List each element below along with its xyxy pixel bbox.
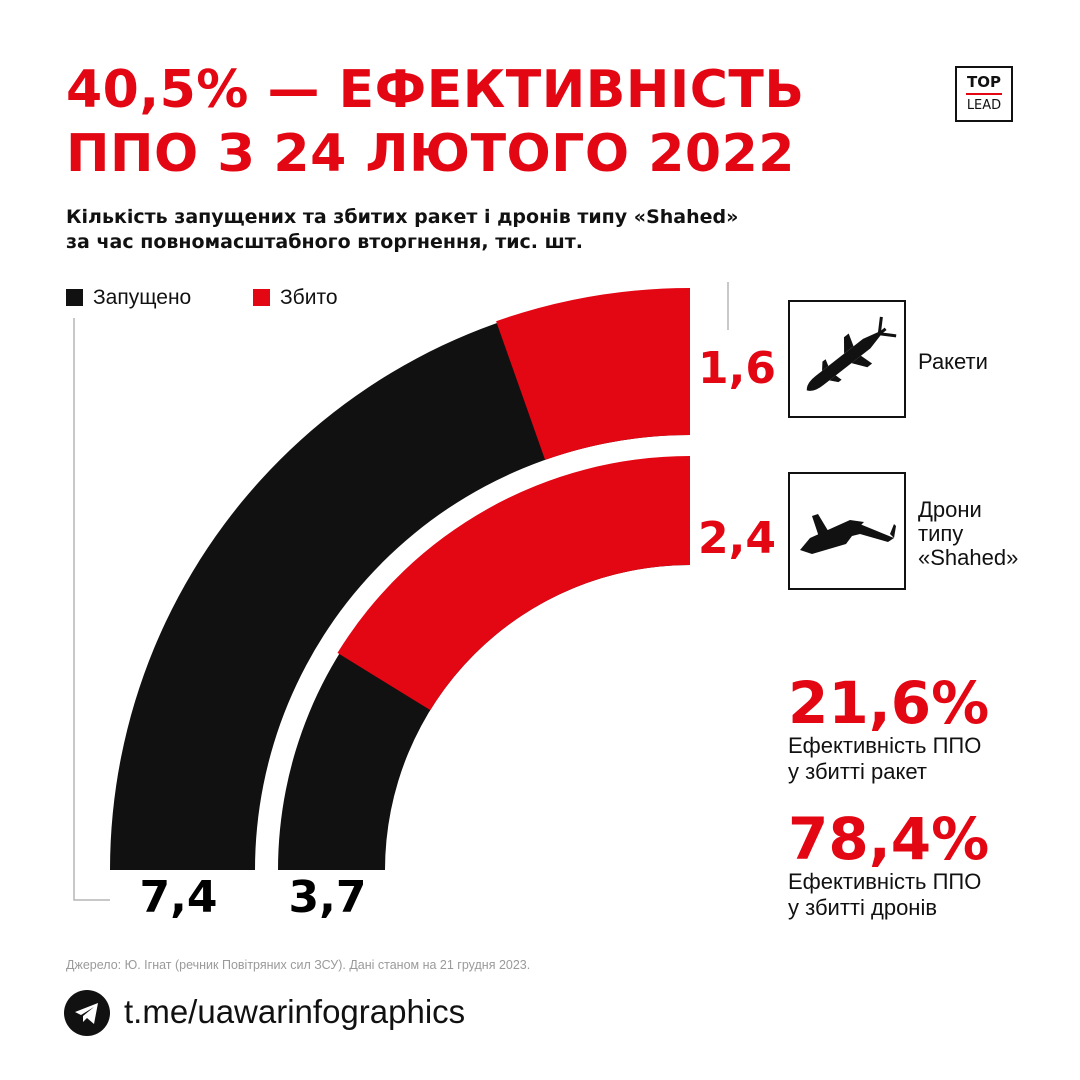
drone-efficiency-line-2: у збитті дронів bbox=[788, 895, 938, 920]
drone-efficiency-line-1: Ефективність ППО bbox=[788, 869, 982, 894]
telegram-link[interactable]: t.me/uawarinfographics bbox=[124, 993, 466, 1030]
legend-swatch-shot-down bbox=[253, 289, 270, 306]
logo-top: TOP bbox=[967, 73, 1001, 91]
leader-lines bbox=[73, 282, 729, 901]
missile-icon-box bbox=[788, 300, 906, 418]
drone-efficiency-label: Ефективність ППО у збитті дронів bbox=[788, 869, 981, 921]
title-line-1: 40,5% — ЕФЕКТИВНІСТЬ bbox=[66, 60, 805, 120]
value-label-shot-down-missiles: 1,6 bbox=[698, 343, 776, 394]
missile-efficiency-label: Ефективність ППО у збитті ракет bbox=[788, 733, 981, 785]
leader-line-launched bbox=[73, 318, 110, 901]
bar-shot-down-drones bbox=[337, 456, 690, 711]
missile-efficiency-line-1: Ефективність ППО bbox=[788, 733, 982, 758]
value-label-launched-drones: 3,7 bbox=[289, 872, 367, 923]
category-missiles-line-1: Ракети bbox=[918, 349, 988, 374]
category-label-drones: Дрони типу «Shahed» bbox=[918, 498, 1018, 570]
legend-swatch-launched bbox=[66, 289, 83, 306]
drone-icon-box bbox=[788, 472, 906, 590]
legend-item-launched: Запущено bbox=[66, 286, 191, 310]
logo-bottom: LEAD bbox=[966, 98, 1002, 113]
chart-bars bbox=[110, 288, 690, 870]
chart-subtitle: Кількість запущених та збитих ракет і др… bbox=[66, 205, 738, 255]
value-label-shot-down-drones: 2,4 bbox=[698, 513, 776, 564]
subtitle-line-1: Кількість запущених та збитих ракет і др… bbox=[66, 206, 739, 228]
bar-shot-down-missiles bbox=[496, 288, 690, 460]
category-drones-line-1: Дрони bbox=[918, 497, 982, 522]
logo-divider bbox=[966, 93, 1002, 95]
legend-label-launched: Запущено bbox=[93, 286, 192, 309]
shahed-drone-icon bbox=[800, 514, 896, 554]
missile-icon bbox=[806, 316, 897, 391]
source-note: Джерело: Ю. Ігнат (речник Повітряних сил… bbox=[66, 958, 531, 972]
missile-efficiency-line-2: у збитті ракет bbox=[788, 759, 927, 784]
category-drones-line-3: «Shahed» bbox=[918, 545, 1019, 570]
page-title: 40,5% — ЕФЕКТИВНІСТЬ ППО З 24 ЛЮТОГО 202… bbox=[66, 58, 804, 186]
value-label-launched-missiles: 7,4 bbox=[140, 872, 218, 923]
telegram-plane-glyph bbox=[75, 1003, 98, 1024]
category-drones-line-2: типу bbox=[918, 521, 964, 546]
chart-value-labels: 7,4 1,6 3,7 2,4 bbox=[140, 343, 776, 923]
telegram-icon[interactable] bbox=[64, 990, 110, 1036]
legend-label-shot-down: Збито bbox=[280, 286, 338, 309]
top-lead-logo: TOP LEAD bbox=[955, 66, 1013, 122]
drone-efficiency-value: 78,4% bbox=[788, 805, 990, 873]
legend-item-shot-down: Збито bbox=[253, 286, 338, 310]
missile-efficiency-value: 21,6% bbox=[788, 669, 990, 737]
title-line-2: ППО З 24 ЛЮТОГО 2022 bbox=[66, 124, 795, 184]
category-label-missiles: Ракети bbox=[918, 350, 988, 374]
subtitle-line-2: за час повномасштабного вторгнення, тис.… bbox=[66, 231, 584, 253]
